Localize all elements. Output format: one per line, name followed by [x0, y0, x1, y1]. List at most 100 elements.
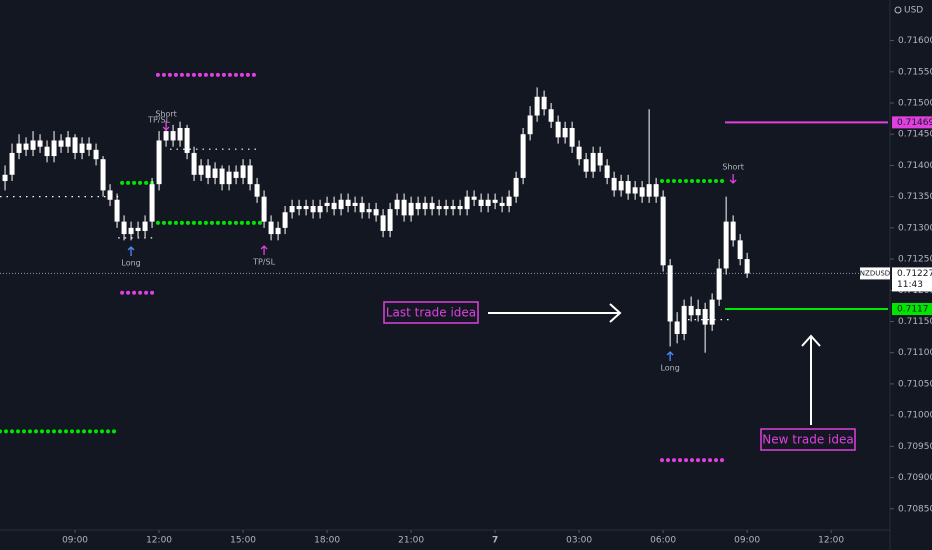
candle-body: [744, 259, 750, 274]
candle-body: [681, 305, 687, 334]
arrow: [801, 334, 821, 425]
y-tick-label: 0.71450: [898, 130, 932, 140]
level-tag: [892, 303, 932, 316]
y-tick-label: 0.71500: [898, 99, 932, 109]
candle-body: [597, 152, 603, 166]
candle-body: [471, 196, 477, 200]
candle-body: [436, 206, 442, 210]
signal-label: TP/SL: [252, 258, 275, 267]
candle-body: [422, 202, 428, 210]
x-tick-label: 09:00: [734, 536, 760, 546]
x-tick-label: 12:00: [146, 536, 172, 546]
candle-body: [93, 149, 99, 160]
candle-body: [331, 202, 337, 210]
candle-body: [576, 146, 582, 160]
signal-arrow: [127, 246, 135, 256]
candle-body: [198, 165, 204, 175]
candle-body: [583, 159, 589, 172]
y-tick-label: 0.71100: [898, 348, 932, 358]
candle-body: [429, 202, 435, 210]
candle-body: [2, 174, 8, 182]
candle-body: [450, 206, 456, 210]
candle-body: [632, 187, 638, 194]
candle-body: [611, 177, 617, 191]
candle-body: [408, 202, 414, 216]
candle-body: [590, 152, 596, 172]
candle-body: [366, 209, 372, 213]
candle-body: [443, 206, 449, 210]
x-tick-label: 03:00: [566, 536, 592, 546]
candle-body: [177, 127, 183, 141]
candle-body: [569, 127, 575, 147]
x-tick-label: 12:00: [818, 536, 844, 546]
candle-body: [240, 165, 246, 178]
candle-body: [527, 115, 533, 135]
candle-body: [345, 199, 351, 207]
candle-body: [513, 177, 519, 197]
candle-body: [128, 227, 134, 235]
y-tick-label: 0.71050: [898, 379, 932, 389]
candle-body: [646, 184, 652, 197]
candle-body: [65, 137, 71, 147]
candle-body: [380, 215, 386, 231]
level-tag-label: 0.71469: [897, 118, 932, 128]
signal-arrow: [666, 351, 674, 361]
symbol-tag-label: NZDUSD: [860, 269, 890, 277]
candle-body: [261, 196, 267, 222]
candle-body: [401, 199, 407, 216]
y-tick-label: 0.70850: [898, 504, 932, 514]
candle-body: [324, 202, 330, 207]
candle-body: [506, 196, 512, 207]
candle-body: [72, 137, 78, 153]
candle-body: [415, 202, 421, 210]
price-tag: [892, 267, 932, 292]
candle-body: [499, 202, 505, 207]
x-tick-label: 09:00: [62, 536, 88, 546]
x-tick-label: 7: [492, 536, 498, 546]
signal-label: TP/SL: [147, 116, 170, 125]
candle-body: [275, 227, 281, 235]
candle-body: [464, 196, 470, 210]
candle-body: [107, 190, 113, 200]
candle-body: [303, 206, 309, 210]
y-tick-label: 0.71550: [898, 67, 932, 77]
candle-body: [268, 221, 274, 235]
candle-body: [142, 221, 148, 231]
candle-body: [51, 140, 57, 157]
candle-body: [317, 206, 323, 213]
x-tick-label: 18:00: [314, 536, 340, 546]
candle-body: [289, 206, 295, 213]
candle-body: [604, 165, 610, 178]
candle-body: [716, 268, 722, 300]
candle-body: [723, 221, 729, 269]
candle-body: [58, 140, 64, 147]
y-tick-label: 0.71350: [898, 192, 932, 202]
candle-body: [254, 184, 260, 197]
candle-body: [534, 96, 540, 116]
candle-body: [702, 309, 708, 325]
candle-body: [478, 199, 484, 207]
candle-body: [212, 168, 218, 178]
signal-label: Long: [660, 364, 679, 373]
arrow: [488, 303, 622, 323]
signal-label: Short: [722, 163, 743, 172]
signal-label: Long: [121, 259, 140, 268]
candle-body: [9, 152, 15, 175]
candle-body: [156, 140, 162, 185]
candle-body: [737, 240, 743, 260]
candle-body: [359, 202, 365, 213]
candle-body: [373, 209, 379, 216]
candle-body: [282, 212, 288, 228]
candle-body: [86, 143, 92, 150]
candle-body: [79, 143, 85, 153]
x-tick-label: 15:00: [230, 536, 256, 546]
candle-body: [44, 146, 50, 157]
candle-body: [618, 181, 624, 191]
candle-body: [23, 143, 29, 150]
candle-body: [226, 171, 232, 185]
y-tick-label: 0.71250: [898, 255, 932, 265]
callout-box: [383, 301, 479, 324]
candle-body: [730, 221, 736, 241]
